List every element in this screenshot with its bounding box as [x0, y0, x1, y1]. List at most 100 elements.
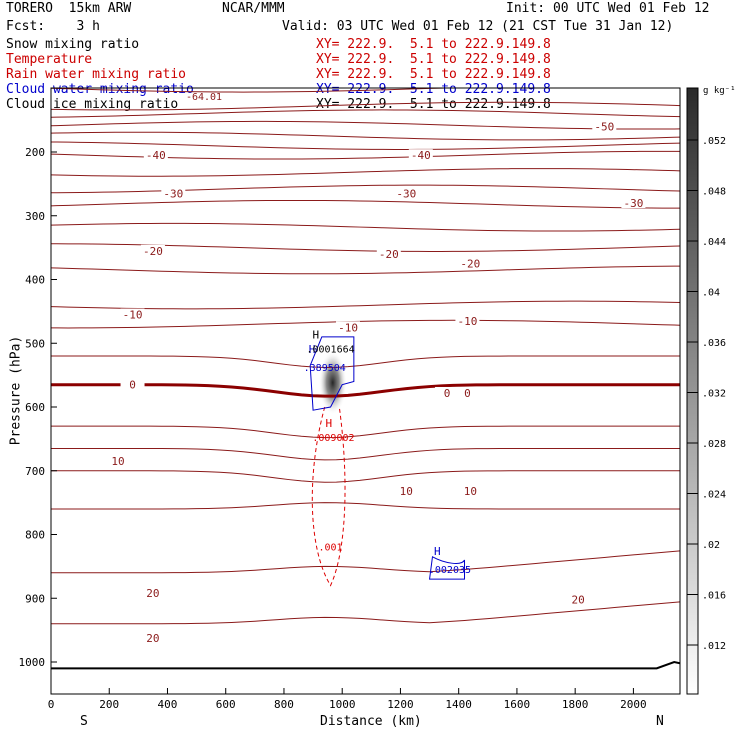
isotherm-label: -30 — [396, 187, 416, 200]
field-snow-name: Snow mixing ratio — [6, 37, 140, 52]
isotherm-label-bg — [458, 257, 483, 269]
isotherm-label: 20 — [571, 594, 584, 607]
isotherm-label: -20 — [460, 258, 480, 271]
south-label: S — [80, 714, 88, 729]
valid-time: Valid: 03 UTC Wed 01 Feb 12 (21 CST Tue … — [282, 19, 674, 34]
isotherm-label-bg — [143, 149, 168, 161]
isotherm-label: -10 — [123, 309, 143, 322]
y-tick-label: 1000 — [19, 656, 46, 669]
north-label: N — [656, 714, 664, 729]
org-label: NCAR/MMM — [222, 1, 285, 16]
init-time: Init: 00 UTC Wed 01 Feb 12 — [506, 1, 710, 16]
x-tick-label: 0 — [48, 698, 55, 711]
isotherm-label-bg — [455, 386, 480, 398]
colorbar-tick-label: .04 — [702, 288, 720, 299]
isotherm-line — [51, 470, 680, 483]
colorbar-tick-label: .016 — [702, 591, 726, 602]
isotherm-label-bg — [408, 149, 433, 161]
x-tick-label: 2000 — [620, 698, 647, 711]
y-tick-label: 300 — [25, 210, 45, 223]
isotherm-label-bg — [140, 587, 165, 599]
x-tick-label: 400 — [158, 698, 178, 711]
isotherm-line — [51, 168, 680, 177]
isotherm-label: 20 — [146, 587, 159, 600]
isotherm-line — [51, 447, 680, 461]
x-tick-label: 600 — [216, 698, 236, 711]
isotherm-line — [51, 101, 680, 111]
cloud-water-shading — [318, 350, 347, 415]
isotherm-line — [51, 141, 680, 150]
y-tick-label: 200 — [25, 146, 45, 159]
isotherm-line — [51, 199, 680, 209]
cloud-water-max-marker: H — [434, 545, 441, 558]
isotherm-label: -30 — [623, 197, 643, 210]
colorbar-tick-label: .02 — [702, 540, 720, 551]
cloud-water-value-label: .002035 — [429, 565, 471, 576]
isotherm-line — [51, 265, 680, 275]
isotherm-label: 10 — [400, 485, 413, 498]
isotherm-label: 10 — [464, 485, 477, 498]
isotherm-label-bg — [592, 120, 617, 132]
isotherm-label: -10 — [457, 315, 477, 328]
rain-value-label: .001 — [319, 543, 343, 554]
isotherm-label-bg — [161, 187, 186, 199]
y-tick-label: 900 — [25, 592, 45, 605]
colorbar-tick-label: .036 — [702, 338, 726, 349]
isotherm-label: -40 — [411, 149, 431, 162]
colorbar-tick-label: .052 — [702, 136, 726, 147]
model-title: TORERO 15km ARW — [6, 1, 132, 16]
isotherm-line — [51, 550, 680, 574]
isotherm-line — [51, 222, 680, 232]
colorbar-tick-label: .024 — [702, 490, 726, 501]
rain-contour — [311, 406, 346, 587]
isotherm-label: -50 — [594, 121, 614, 134]
isotherm-line — [51, 120, 680, 130]
colorbar-tick-label: .048 — [702, 187, 726, 198]
isotherm-line — [51, 88, 460, 93]
isotherm-label: -20 — [143, 245, 163, 258]
cloud-water-contour — [309, 336, 355, 411]
plot-frame — [50, 87, 681, 695]
field-cloudwater-xy: XY= 222.9. 5.1 to 222.9.149.8 — [316, 82, 551, 97]
isotherm-label-bg — [394, 187, 419, 199]
snow-value-label: .0001664 — [306, 344, 354, 355]
rain-value-label: .009002 — [312, 433, 354, 444]
cloud-water-value-label: .389504 — [304, 363, 346, 374]
isotherm-label-bg — [621, 197, 646, 208]
isotherm-label-bg — [105, 455, 130, 467]
x-tick-label: 1000 — [329, 698, 356, 711]
isotherm-label-bg — [120, 378, 145, 390]
y-tick-label: 600 — [25, 401, 45, 414]
x-tick-label: 200 — [99, 698, 119, 711]
field-cloudwater-name: Cloud water mixing ratio — [6, 82, 194, 97]
y-axis-title: Pressure (hPa) — [8, 335, 24, 446]
field-rain-xy: XY= 222.9. 5.1 to 222.9.149.8 — [316, 67, 551, 82]
y-tick-label: 500 — [25, 337, 45, 350]
isotherm-line — [51, 184, 680, 194]
colorbar-tick-label: .012 — [702, 641, 726, 652]
isotherm-label-bg — [435, 386, 460, 398]
terrain-surface — [51, 660, 680, 670]
isotherm-line — [51, 355, 680, 368]
colorbar-tick-label: .028 — [702, 439, 726, 450]
field-rain-name: Rain water mixing ratio — [6, 67, 187, 82]
field-snow-xy: XY= 222.9. 5.1 to 222.9.149.8 — [316, 37, 551, 52]
colorbar-unit: g kg⁻¹ — [703, 86, 736, 96]
isotherm-label: 0 — [464, 387, 471, 400]
x-tick-label: 800 — [274, 698, 294, 711]
cloud-water-contour — [428, 556, 466, 580]
isotherm-line — [51, 300, 680, 310]
field-temperature-xy: XY= 222.9. 5.1 to 222.9.149.8 — [316, 52, 551, 67]
isotherm-top-label: -64.01 — [186, 92, 222, 103]
isotherm-label: 10 — [111, 455, 124, 468]
isotherm-label-bg — [140, 244, 165, 256]
isotherm-label: 0 — [444, 387, 451, 400]
isotherm-label-bg — [140, 631, 165, 643]
isotherm-line — [51, 319, 680, 329]
isotherm-label-bg — [120, 308, 145, 320]
x-tick-label: 1400 — [445, 698, 472, 711]
y-tick-label: 800 — [25, 529, 45, 542]
isotherm-line — [51, 150, 680, 160]
isotherm-label-bg — [566, 593, 591, 605]
